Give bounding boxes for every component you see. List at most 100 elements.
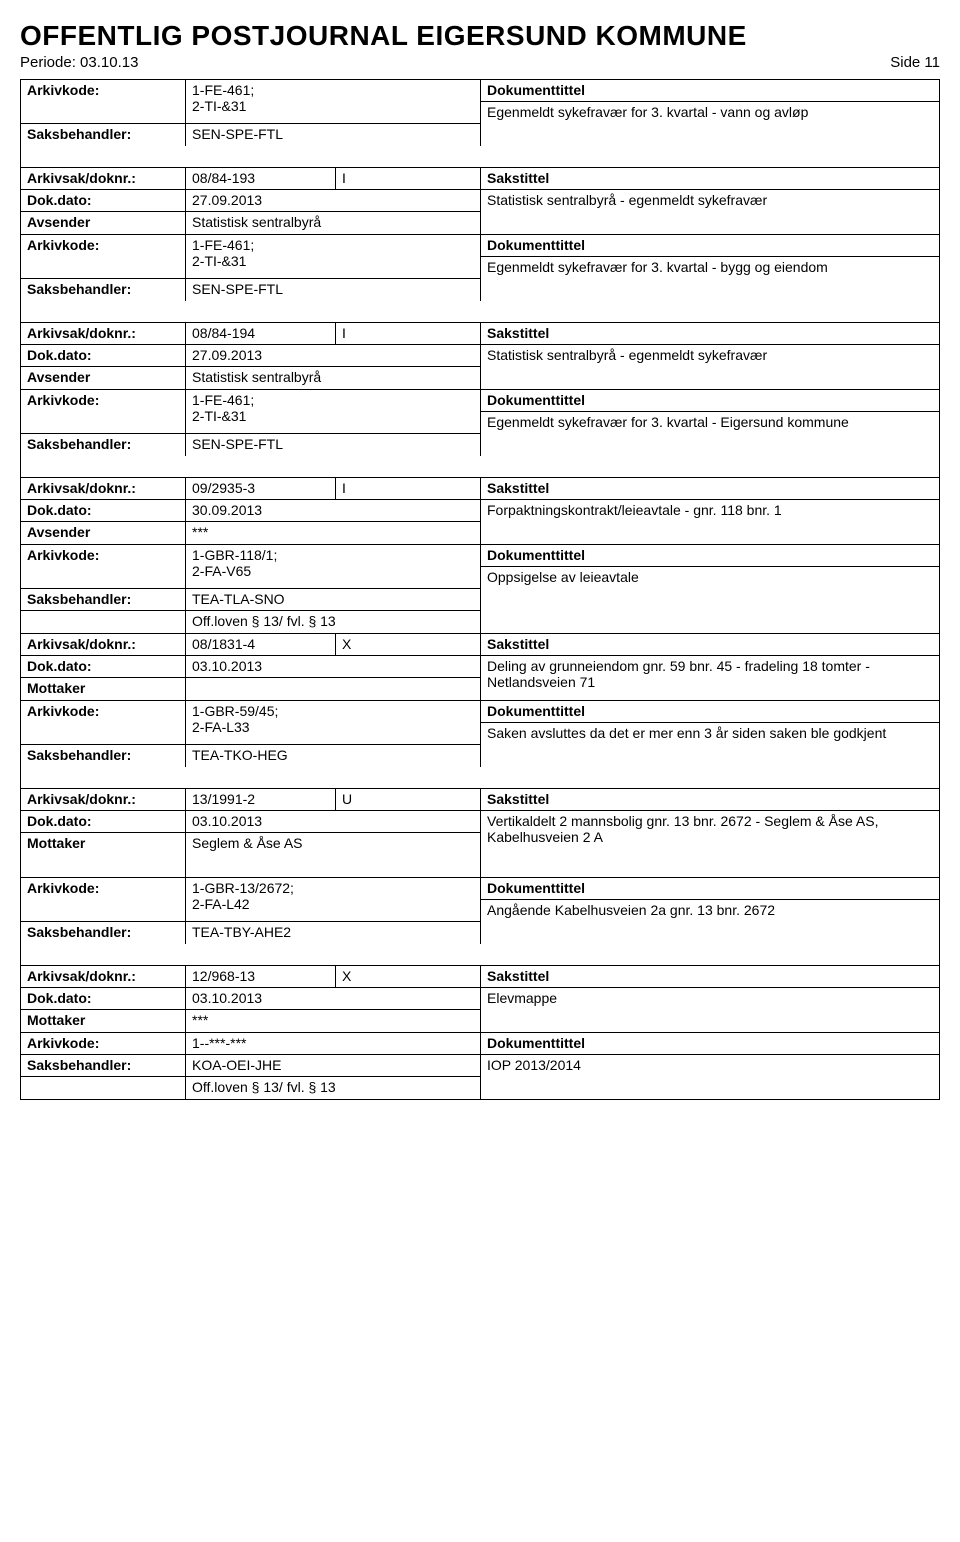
saksbehandler-value: SEN-SPE-FTL	[186, 434, 480, 456]
dokdato-label: Dok.dato:	[21, 345, 186, 366]
dokumenttittel-label: Dokumenttittel	[481, 80, 939, 102]
arkivsak-nr: 08/1831-4	[186, 634, 336, 655]
dokdato-value: 27.09.2013	[186, 190, 480, 211]
dokdato-label: Dok.dato:	[21, 811, 186, 832]
arkivkode-value: 1--***-***	[186, 1033, 480, 1054]
dokdato-label: Dok.dato:	[21, 656, 186, 677]
dokumenttittel-value: Oppsigelse av leieavtale	[481, 567, 939, 633]
sakstittel-value: Statistisk sentralbyrå - egenmeldt sykef…	[481, 190, 939, 234]
party-label: Mottaker	[21, 678, 186, 700]
saksbehandler-value: TEA-TLA-SNO	[186, 589, 480, 610]
offloven-label	[21, 1077, 186, 1099]
saksbehandler-label: Saksbehandler:	[21, 745, 186, 767]
arkivkode-label: Arkivkode:	[21, 878, 186, 921]
sakstittel-value: Deling av grunneiendom gnr. 59 bnr. 45 -…	[481, 656, 939, 700]
dokumenttittel-label: Dokumenttittel	[481, 545, 939, 567]
saksbehandler-value: SEN-SPE-FTL	[186, 279, 480, 301]
arkivsak-nr: 12/968-13	[186, 966, 336, 987]
dokdato-label: Dok.dato:	[21, 500, 186, 521]
arkivkode-value: 1-FE-461; 2-TI-&31	[186, 390, 480, 433]
saksbehandler-label: Saksbehandler:	[21, 124, 186, 146]
record-block: Arkivsak/doknr.: 09/2935-3 I Dok.dato: 3…	[20, 478, 940, 767]
offloven-value: Off.loven § 13/ fvl. § 13	[186, 611, 480, 633]
dokumenttittel-label: Dokumenttittel	[481, 701, 939, 723]
saksbehandler-label: Saksbehandler:	[21, 1055, 186, 1076]
party-label: Avsender	[21, 367, 186, 389]
sakstittel-label: Sakstittel	[481, 634, 939, 656]
arkivsak-type: I	[336, 323, 480, 344]
party-label: Mottaker	[21, 1010, 186, 1032]
arkivsak-label: Arkivsak/doknr.:	[21, 966, 186, 987]
dokumenttittel-label: Dokumenttittel	[481, 1033, 939, 1055]
arkivkode-label: Arkivkode:	[21, 390, 186, 433]
dokdato-value: 03.10.2013	[186, 988, 480, 1009]
dokdato-value: 27.09.2013	[186, 345, 480, 366]
spacer	[20, 767, 940, 789]
arkivsak-label: Arkivsak/doknr.:	[21, 478, 186, 499]
party-value	[186, 678, 480, 700]
spacer	[20, 944, 940, 966]
dokumenttittel-value: Egenmeldt sykefravær for 3. kvartal - Ei…	[481, 412, 939, 456]
arkivkode-value: 1-FE-461; 2-TI-&31	[186, 80, 480, 123]
dokumenttittel-label: Dokumenttittel	[481, 390, 939, 412]
party-value: Seglem & Åse AS	[186, 833, 480, 877]
sakstittel-value: Statistisk sentralbyrå - egenmeldt sykef…	[481, 345, 939, 389]
spacer	[20, 301, 940, 323]
arkivsak-nr: 13/1991-2	[186, 789, 336, 810]
record-block: Arkivsak/doknr.: 08/84-193 I Dok.dato: 2…	[20, 168, 940, 301]
record-block: Arkivsak/doknr.: 13/1991-2 U Dok.dato: 0…	[20, 789, 940, 944]
period-label: Periode: 03.10.13	[20, 54, 138, 71]
party-value: ***	[186, 522, 480, 544]
arkivkode-label: Arkivkode:	[21, 701, 186, 744]
dokumenttittel-value: Saken avsluttes da det er mer enn 3 år s…	[481, 723, 939, 767]
party-value: Statistisk sentralbyrå	[186, 212, 480, 234]
arkivsak-label: Arkivsak/doknr.:	[21, 323, 186, 344]
arkivkode-label: Arkivkode:	[21, 1033, 186, 1054]
dokdato-value: 03.10.2013	[186, 656, 480, 677]
party-value: ***	[186, 1010, 480, 1032]
party-label: Avsender	[21, 522, 186, 544]
record-block: Arkivsak/doknr.: 12/968-13 X Dok.dato: 0…	[20, 966, 940, 1100]
sakstittel-label: Sakstittel	[481, 323, 939, 345]
arkivkode-value: 1-GBR-13/2672; 2-FA-L42	[186, 878, 480, 921]
saksbehandler-label: Saksbehandler:	[21, 922, 186, 944]
dokdato-label: Dok.dato:	[21, 988, 186, 1009]
page-header: OFFENTLIG POSTJOURNAL EIGERSUND KOMMUNE …	[20, 20, 940, 71]
arkivsak-type: I	[336, 168, 480, 189]
sakstittel-label: Sakstittel	[481, 789, 939, 811]
dokdato-label: Dok.dato:	[21, 190, 186, 211]
arkivsak-type: X	[336, 634, 480, 655]
saksbehandler-label: Saksbehandler:	[21, 589, 186, 610]
period-row: Periode: 03.10.13 Side 11	[20, 54, 940, 71]
offloven-value: Off.loven § 13/ fvl. § 13	[186, 1077, 480, 1099]
sakstittel-label: Sakstittel	[481, 478, 939, 500]
page-title: OFFENTLIG POSTJOURNAL EIGERSUND KOMMUNE	[20, 20, 940, 52]
arkivsak-nr: 09/2935-3	[186, 478, 336, 499]
saksbehandler-value: SEN-SPE-FTL	[186, 124, 480, 146]
arkivkode-value: 1-GBR-118/1; 2-FA-V65	[186, 545, 480, 588]
page-number: Side 11	[890, 54, 940, 71]
arkivkode-label: Arkivkode:	[21, 235, 186, 278]
arkivkode-label: Arkivkode:	[21, 545, 186, 588]
dokumenttittel-value: Egenmeldt sykefravær for 3. kvartal - va…	[481, 102, 939, 146]
spacer	[20, 146, 940, 168]
arkivsak-type: I	[336, 478, 480, 499]
arkivkode-value: 1-GBR-59/45; 2-FA-L33	[186, 701, 480, 744]
dokdato-value: 30.09.2013	[186, 500, 480, 521]
dokumenttittel-label: Dokumenttittel	[481, 878, 939, 900]
sakstittel-label: Sakstittel	[481, 966, 939, 988]
arkivsak-nr: 08/84-193	[186, 168, 336, 189]
party-value: Statistisk sentralbyrå	[186, 367, 480, 389]
arkivsak-label: Arkivsak/doknr.:	[21, 789, 186, 810]
dokumenttittel-value: IOP 2013/2014	[481, 1055, 939, 1099]
dokumenttittel-value: Egenmeldt sykefravær for 3. kvartal - by…	[481, 257, 939, 301]
dokumenttittel-label: Dokumenttittel	[481, 235, 939, 257]
record-block-top: Arkivkode: 1-FE-461; 2-TI-&31 Saksbehand…	[20, 79, 940, 146]
party-label: Mottaker	[21, 833, 186, 877]
spacer	[20, 456, 940, 478]
record-block: Arkivsak/doknr.: 08/84-194 I Dok.dato: 2…	[20, 323, 940, 456]
sakstittel-value: Forpaktningskontrakt/leieavtale - gnr. 1…	[481, 500, 939, 544]
dokumenttittel-value: Angående Kabelhusveien 2a gnr. 13 bnr. 2…	[481, 900, 939, 944]
saksbehandler-label: Saksbehandler:	[21, 434, 186, 456]
saksbehandler-value: TEA-TKO-HEG	[186, 745, 480, 767]
